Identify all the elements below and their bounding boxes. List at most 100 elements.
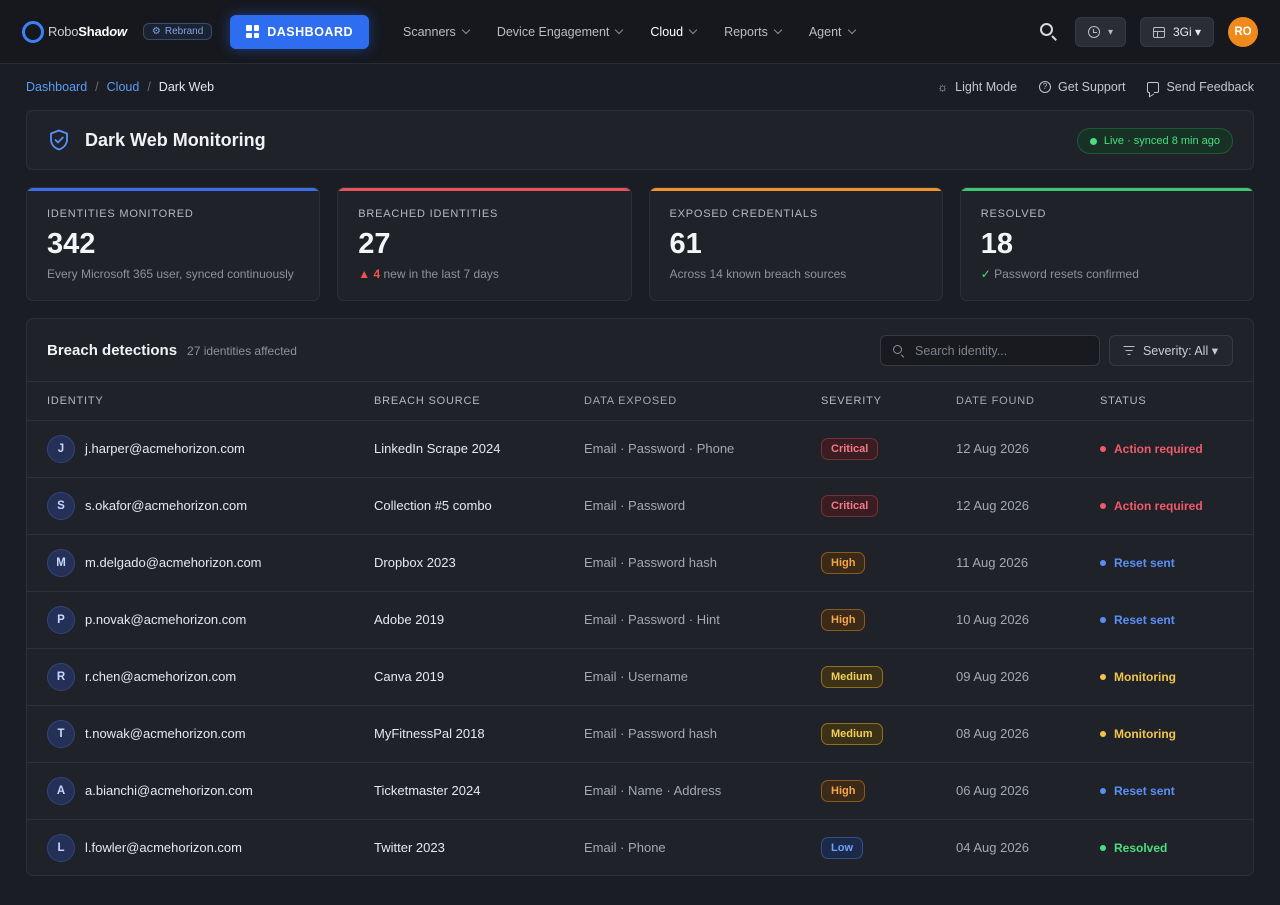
status-label: Reset sent [1114,555,1175,570]
identity-email[interactable]: s.okafor@acmehorizon.com [85,498,248,513]
identity-email[interactable]: p.novak@acmehorizon.com [85,612,247,627]
stat-card-credentials[interactable]: Exposed credentials 61 Across 14 known b… [648,187,943,301]
breadcrumb-dashboard[interactable]: Dashboard [26,80,88,94]
col-breach-source[interactable]: BREACH SOURCE [374,382,584,421]
identity-avatar: A [47,776,75,805]
severity-cell: Critical [821,477,956,535]
identity-search-input[interactable] [915,343,1085,358]
severity-badge: High [821,551,866,574]
breach-table: IDENTITY BREACH SOURCE DATA EXPOSED SEVE… [27,382,1253,875]
stat-label: Resolved [980,208,1047,220]
stat-card-resolved[interactable]: Resolved 18 ✓ Password resets confirmed [959,187,1254,301]
identity-email[interactable]: m.delgado@acmehorizon.com [85,555,262,570]
severity-cell: Medium [821,648,956,706]
severity-filter[interactable]: Severity: All ▾ [1108,335,1233,366]
send-feedback-label: Send Feedback [1166,80,1254,94]
nav-scanners[interactable]: Scanners [403,25,471,39]
col-identity[interactable]: IDENTITY [27,382,374,421]
stat-card-identities[interactable]: Identities monitored 342 Every Microsoft… [26,187,321,301]
status-cell: Resolved [1100,819,1253,875]
col-data-exposed[interactable]: DATA EXPOSED [584,382,821,421]
trend-up-indicator: ▲ 4 [358,267,381,281]
chevron-down-icon [847,25,856,35]
light-mode-toggle[interactable]: ☼ Light Mode [937,80,1017,94]
nav-device-engagement[interactable]: Device Engagement [497,25,624,39]
identity-email[interactable]: l.fowler@acmehorizon.com [85,840,242,856]
stat-label: Breached identities [358,208,499,220]
severity-cell: High [821,762,956,820]
stat-value: 61 [669,228,702,260]
table-count: 27 identities affected [187,344,297,358]
col-severity[interactable]: SEVERITY [821,382,956,421]
severity-badge: Critical [821,494,879,517]
identity-email[interactable]: a.bianchi@acmehorizon.com [85,783,253,798]
table-header-row: IDENTITY BREACH SOURCE DATA EXPOSED SEVE… [27,382,1253,421]
severity-cell: Critical [821,420,956,478]
dashboard-button[interactable]: DASHBOARD [230,14,369,49]
breadcrumb-cloud[interactable]: Cloud [106,80,140,94]
status-label: Action required [1114,441,1203,456]
severity-badge: High [821,779,866,802]
status-dot-icon [1100,616,1106,623]
status-dot-icon [1100,730,1106,737]
stat-card-breached[interactable]: Breached identities 27 ▲ 4 new in the la… [337,187,632,301]
status-label: Reset sent [1114,612,1175,627]
app-logo[interactable]: RoboShadow [22,20,127,43]
nav-cloud[interactable]: Cloud [650,25,698,39]
identity-email[interactable]: r.chen@acmehorizon.com [85,669,237,684]
stat-accent-bar [27,188,320,191]
status-dot-icon [1100,844,1106,851]
nav-agent[interactable]: Agent [809,25,856,39]
search-icon[interactable] [1039,22,1059,42]
severity-badge: Low [821,836,863,859]
status-cell: Action required [1100,420,1253,478]
nav-reports[interactable]: Reports [724,25,783,39]
stat-subtext: Across 14 known breach sources [669,267,847,281]
status-cell: Reset sent [1100,591,1253,649]
rebrand-badge[interactable]: ⚙ Rebrand [142,23,213,40]
workspace-selector[interactable]: 3Gi ▾ [1139,17,1214,47]
status-label: Monitoring [1114,726,1176,741]
status-label: Resolved [1114,840,1168,855]
get-support-label: Get Support [1058,80,1126,94]
send-feedback-link[interactable]: Send Feedback [1147,80,1254,94]
sun-icon: ☼ [937,80,949,94]
identity-email[interactable]: t.nowak@acmehorizon.com [85,726,246,741]
col-date-found[interactable]: DATE FOUND [956,382,1100,421]
rebrand-label: Rebrand [164,26,204,37]
identity-email[interactable]: j.harper@acmehorizon.com [85,441,245,456]
status-label: Action required [1114,498,1203,513]
identity-search[interactable] [880,335,1100,366]
col-status[interactable]: STATUS [1100,382,1253,421]
identity-avatar: M [47,548,75,577]
stat-cards: Identities monitored 342 Every Microsoft… [26,187,1254,301]
utility-links: ☼ Light Mode ? Get Support Send Feedback [937,64,1254,110]
status-indicator: Monitoring [1100,670,1253,684]
status-dot-icon [1100,787,1106,794]
date-found-cell: 11 Aug 2026 [956,534,1100,592]
status-dot-icon [1100,445,1106,452]
history-button[interactable]: ▾ [1074,17,1126,47]
identity-avatar: R [47,662,75,691]
get-support-link[interactable]: ? Get Support [1039,80,1125,94]
logo-wordmark: RoboShadow [48,24,127,39]
status-indicator: Action required [1100,499,1253,513]
breadcrumb-current: Dark Web [158,80,215,94]
stat-label: Exposed credentials [669,208,818,220]
history-caret: ▾ [1107,26,1113,38]
stat-accent-bar [960,188,1253,191]
user-avatar[interactable]: RO [1228,17,1258,47]
gear-icon: ⚙ [151,26,161,37]
